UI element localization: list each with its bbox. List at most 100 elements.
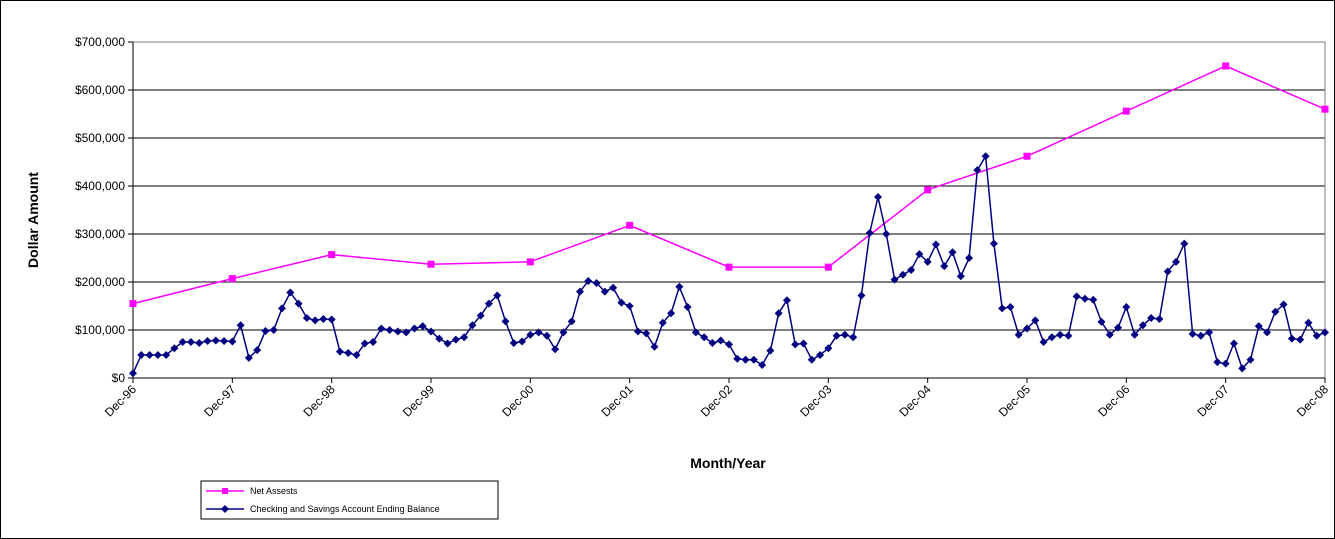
checking-savings-point bbox=[253, 346, 262, 355]
checking-savings-point bbox=[335, 347, 344, 356]
checking-savings-point bbox=[443, 339, 452, 348]
checking-savings-point bbox=[791, 340, 800, 349]
checking-savings-point bbox=[178, 338, 187, 346]
checking-savings-point bbox=[1105, 330, 1114, 339]
checking-savings-point bbox=[998, 304, 1007, 313]
checking-savings-point bbox=[236, 321, 245, 330]
legend-net-assets-marker bbox=[222, 488, 228, 494]
checking-savings-point bbox=[145, 350, 154, 359]
y-tick-label: $200,000 bbox=[75, 275, 125, 289]
checking-savings-point bbox=[460, 333, 469, 342]
checking-savings-point bbox=[1229, 339, 1238, 348]
checking-savings-point bbox=[269, 326, 278, 334]
checking-savings-point bbox=[807, 355, 816, 364]
checking-savings-point bbox=[534, 328, 543, 337]
checking-savings-point bbox=[1047, 333, 1056, 342]
checking-savings-point bbox=[931, 240, 940, 249]
checking-savings-point bbox=[832, 331, 841, 340]
series bbox=[129, 62, 1329, 378]
checking-savings-point bbox=[1080, 294, 1089, 303]
checking-savings-point bbox=[1279, 300, 1288, 309]
net-assets-point bbox=[1023, 152, 1031, 160]
checking-savings-point bbox=[1238, 364, 1247, 373]
checking-savings-point bbox=[1221, 359, 1230, 368]
checking-savings-point bbox=[642, 329, 651, 338]
checking-savings-point bbox=[1064, 331, 1073, 340]
checking-savings-point bbox=[360, 339, 369, 348]
checking-savings-point bbox=[816, 350, 825, 359]
checking-savings-point bbox=[1163, 267, 1172, 276]
checking-savings-point bbox=[1089, 295, 1098, 304]
checking-savings-point bbox=[782, 296, 791, 305]
checking-savings-point bbox=[1180, 239, 1189, 248]
checking-savings-point bbox=[393, 327, 402, 336]
checking-savings-point bbox=[948, 248, 957, 257]
checking-savings-point bbox=[865, 229, 874, 238]
checking-savings-point bbox=[923, 257, 932, 266]
checking-savings-point bbox=[162, 350, 171, 359]
checking-savings-point bbox=[1031, 316, 1040, 325]
checking-savings-point bbox=[220, 337, 229, 346]
legend: Net Assests Checking and Savings Account… bbox=[200, 480, 499, 520]
checking-savings-point bbox=[882, 230, 891, 238]
y-tick-label: $600,000 bbox=[75, 83, 125, 97]
checking-savings-point bbox=[1072, 292, 1081, 301]
checking-savings-point bbox=[377, 324, 386, 333]
checking-savings-point bbox=[542, 331, 551, 340]
checking-savings-point bbox=[1287, 334, 1296, 343]
checking-savings-point bbox=[244, 353, 253, 362]
checking-savings-point bbox=[898, 270, 907, 279]
checking-savings-point bbox=[1138, 321, 1147, 330]
checking-savings-point bbox=[965, 254, 974, 262]
checking-savings-point bbox=[278, 304, 286, 313]
checking-savings-point bbox=[1246, 355, 1255, 364]
checking-savings-point bbox=[716, 336, 725, 345]
series-net-assets bbox=[129, 62, 1329, 308]
legend-box bbox=[200, 480, 499, 520]
checking-savings-point bbox=[468, 321, 477, 330]
checking-savings-point bbox=[402, 328, 411, 337]
checking-savings-point bbox=[195, 338, 204, 347]
checking-savings-point bbox=[774, 309, 783, 318]
checking-savings-point bbox=[203, 337, 212, 346]
checking-savings-point bbox=[410, 324, 419, 333]
checking-savings-point bbox=[1321, 328, 1329, 337]
checking-savings-point bbox=[327, 315, 336, 324]
net-assets-point bbox=[626, 221, 634, 229]
checking-savings-point bbox=[1130, 330, 1139, 339]
checking-savings-point bbox=[1304, 318, 1313, 327]
checking-savings-point bbox=[211, 336, 220, 345]
checking-savings-point bbox=[319, 314, 328, 323]
checking-savings-point bbox=[667, 309, 676, 318]
checking-savings-point bbox=[286, 288, 295, 297]
legend-net-assets-label: Net Assests bbox=[250, 486, 298, 496]
checking-savings-point bbox=[890, 275, 899, 284]
legend-checking-savings-label: Checking and Savings Account Ending Bala… bbox=[250, 504, 440, 514]
checking-savings-point bbox=[857, 291, 866, 300]
checking-savings-point bbox=[352, 350, 361, 359]
checking-savings-point bbox=[302, 314, 311, 322]
checking-savings-point bbox=[609, 283, 618, 292]
checking-savings-point bbox=[658, 318, 667, 327]
checking-savings-point bbox=[1312, 331, 1321, 340]
checking-savings-point bbox=[617, 298, 626, 307]
checking-savings-point bbox=[849, 333, 858, 342]
checking-savings-point bbox=[1097, 317, 1106, 326]
net-assets-point bbox=[328, 251, 336, 259]
checking-savings-point bbox=[874, 193, 882, 202]
checking-savings-point bbox=[940, 262, 949, 271]
checking-savings-point bbox=[749, 355, 758, 364]
checking-savings-point bbox=[1155, 314, 1164, 323]
y-tick-label: $700,000 bbox=[75, 35, 125, 49]
checking-savings-point bbox=[758, 361, 767, 370]
checking-savings-point bbox=[311, 316, 320, 325]
checking-savings-point bbox=[708, 338, 717, 347]
checking-savings-point bbox=[1254, 322, 1263, 331]
checking-savings-point bbox=[766, 346, 775, 355]
checking-savings-point bbox=[344, 349, 353, 358]
checking-savings-point bbox=[153, 350, 162, 359]
checking-savings-point bbox=[518, 337, 527, 346]
checking-savings-point bbox=[567, 317, 576, 326]
net-assets-point bbox=[526, 258, 534, 266]
